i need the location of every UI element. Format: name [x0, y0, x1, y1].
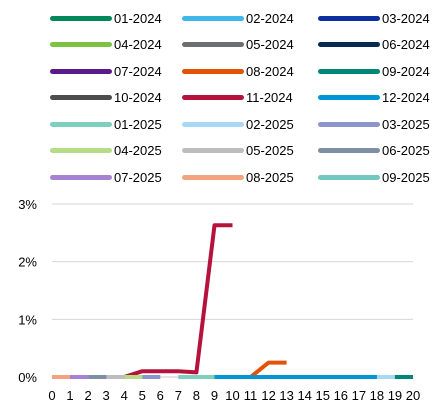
legend-swatch	[182, 68, 244, 74]
legend-swatch	[318, 15, 380, 21]
x-tick-label: 11	[244, 388, 258, 403]
legend-item: 04-2024	[50, 35, 162, 55]
legend-item: 09-2024	[318, 61, 430, 81]
legend-item: 02-2024	[182, 8, 294, 28]
legend-label: 01-2024	[114, 10, 162, 26]
x-tick-label: 10	[225, 388, 239, 403]
y-tick-label: 1%	[18, 312, 37, 327]
x-tick-label: 2	[84, 388, 91, 403]
legend-label: 05-2025	[246, 143, 294, 158]
x-tick-label: 17	[352, 388, 366, 403]
chart-legend: 01-2024 02-2024 03-2024 04-2024 05-2024 06-20…	[0, 0, 437, 195]
legend-item: 06-2025	[318, 141, 430, 161]
x-tick-label: 3	[103, 388, 110, 403]
chart-series-lines	[52, 223, 413, 379]
legend-swatch	[318, 148, 380, 153]
series-line-08-2024	[232, 360, 287, 379]
x-tick-label: 19	[388, 388, 402, 403]
legend-label: 04-2025	[114, 143, 162, 158]
x-tick-label: 6	[157, 388, 164, 403]
x-tick-label: 9	[211, 388, 218, 403]
x-axis-ticks: 0 1 2 3 4 5 6 7 8 9 10 11 12 13 14 15 16 17 18 19 20	[48, 388, 420, 403]
legend-item: 06-2024	[318, 35, 430, 55]
legend-label: 09-2025	[382, 169, 430, 185]
legend-swatch	[182, 42, 244, 47]
legend-label: 05-2024	[246, 37, 294, 52]
legend-label: 07-2025	[114, 169, 162, 185]
legend-label: 01-2025	[114, 116, 162, 132]
legend-label: 03-2025	[382, 116, 430, 132]
legend-swatch	[182, 148, 244, 153]
legend-swatch	[50, 121, 112, 127]
x-tick-label: 14	[297, 388, 311, 403]
legend-item: 08-2024	[182, 61, 294, 81]
legend-item: 01-2024	[50, 8, 162, 28]
x-tick-label: 18	[370, 388, 384, 403]
x-tick-label: 1	[66, 388, 73, 403]
legend-label: 06-2025	[382, 143, 430, 158]
legend-swatch	[50, 148, 112, 153]
legend-swatch	[50, 68, 112, 74]
legend-swatch	[318, 121, 380, 127]
legend-label: 06-2024	[382, 37, 430, 52]
legend-label: 03-2024	[382, 10, 430, 26]
legend-item: 10-2024	[50, 88, 162, 108]
line-chart: 0%1%2%3% 0 1 2 3 4 5 6 7 8 9 10 11 12 13 14 15 16 17 18 19 2…	[18, 197, 420, 403]
x-tick-label: 15	[316, 388, 330, 403]
legend-label: 11-2024	[246, 90, 293, 105]
x-tick-label: 5	[139, 388, 146, 403]
series-line-11-2024	[106, 223, 233, 379]
y-tick-label: 2%	[18, 255, 37, 270]
legend-swatch	[318, 42, 380, 47]
legend-swatch	[182, 121, 244, 127]
legend-item: 07-2024	[50, 61, 162, 81]
legend-item: 04-2025	[50, 141, 162, 161]
x-tick-label: 0	[48, 388, 55, 403]
legend-item: 03-2025	[318, 114, 430, 134]
legend-item: 05-2025	[182, 141, 294, 161]
x-tick-label: 4	[121, 388, 128, 403]
legend-label: 04-2024	[114, 37, 162, 52]
legend-label: 08-2024	[246, 63, 294, 79]
y-tick-label: 3%	[18, 197, 37, 212]
y-axis-ticks: 0% 1% 2% 3%	[18, 197, 37, 385]
x-tick-label: 12	[261, 388, 275, 403]
legend-swatch	[182, 95, 244, 100]
legend-item: 01-2025	[50, 114, 162, 134]
legend-swatch	[50, 174, 112, 180]
legend-item: 02-2025	[182, 114, 294, 134]
legend-swatch	[318, 174, 380, 180]
x-tick-label: 16	[334, 388, 348, 403]
x-tick-label: 20	[406, 388, 420, 403]
legend-item: 12-2024	[318, 88, 430, 108]
x-tick-label: 7	[175, 388, 182, 403]
legend-swatch	[318, 68, 380, 74]
legend-label: 02-2024	[246, 10, 294, 26]
legend-label: 02-2025	[246, 116, 294, 132]
legend-item: 07-2025	[50, 167, 162, 187]
legend-label: 10-2024	[114, 90, 162, 105]
legend-swatch	[50, 95, 112, 100]
legend-swatch	[50, 15, 112, 21]
legend-item: 09-2025	[318, 167, 430, 187]
legend-swatch	[50, 42, 112, 47]
legend-swatch	[182, 15, 244, 21]
y-tick-label: 0%	[18, 370, 37, 385]
legend-item: 08-2025	[182, 167, 294, 187]
x-tick-label: 13	[279, 388, 293, 403]
legend-label: 09-2024	[382, 63, 430, 79]
legend-item: 05-2024	[182, 35, 294, 55]
chart-gridlines	[52, 203, 413, 378]
legend-item: 03-2024	[318, 8, 430, 28]
legend-swatch	[318, 95, 380, 100]
legend-swatch	[182, 174, 244, 180]
legend-item: 11-2024	[182, 88, 293, 108]
legend-label: 08-2025	[246, 169, 294, 185]
legend-label: 07-2024	[114, 63, 162, 79]
legend-label: 12-2024	[382, 90, 430, 105]
x-tick-label: 8	[193, 388, 200, 403]
